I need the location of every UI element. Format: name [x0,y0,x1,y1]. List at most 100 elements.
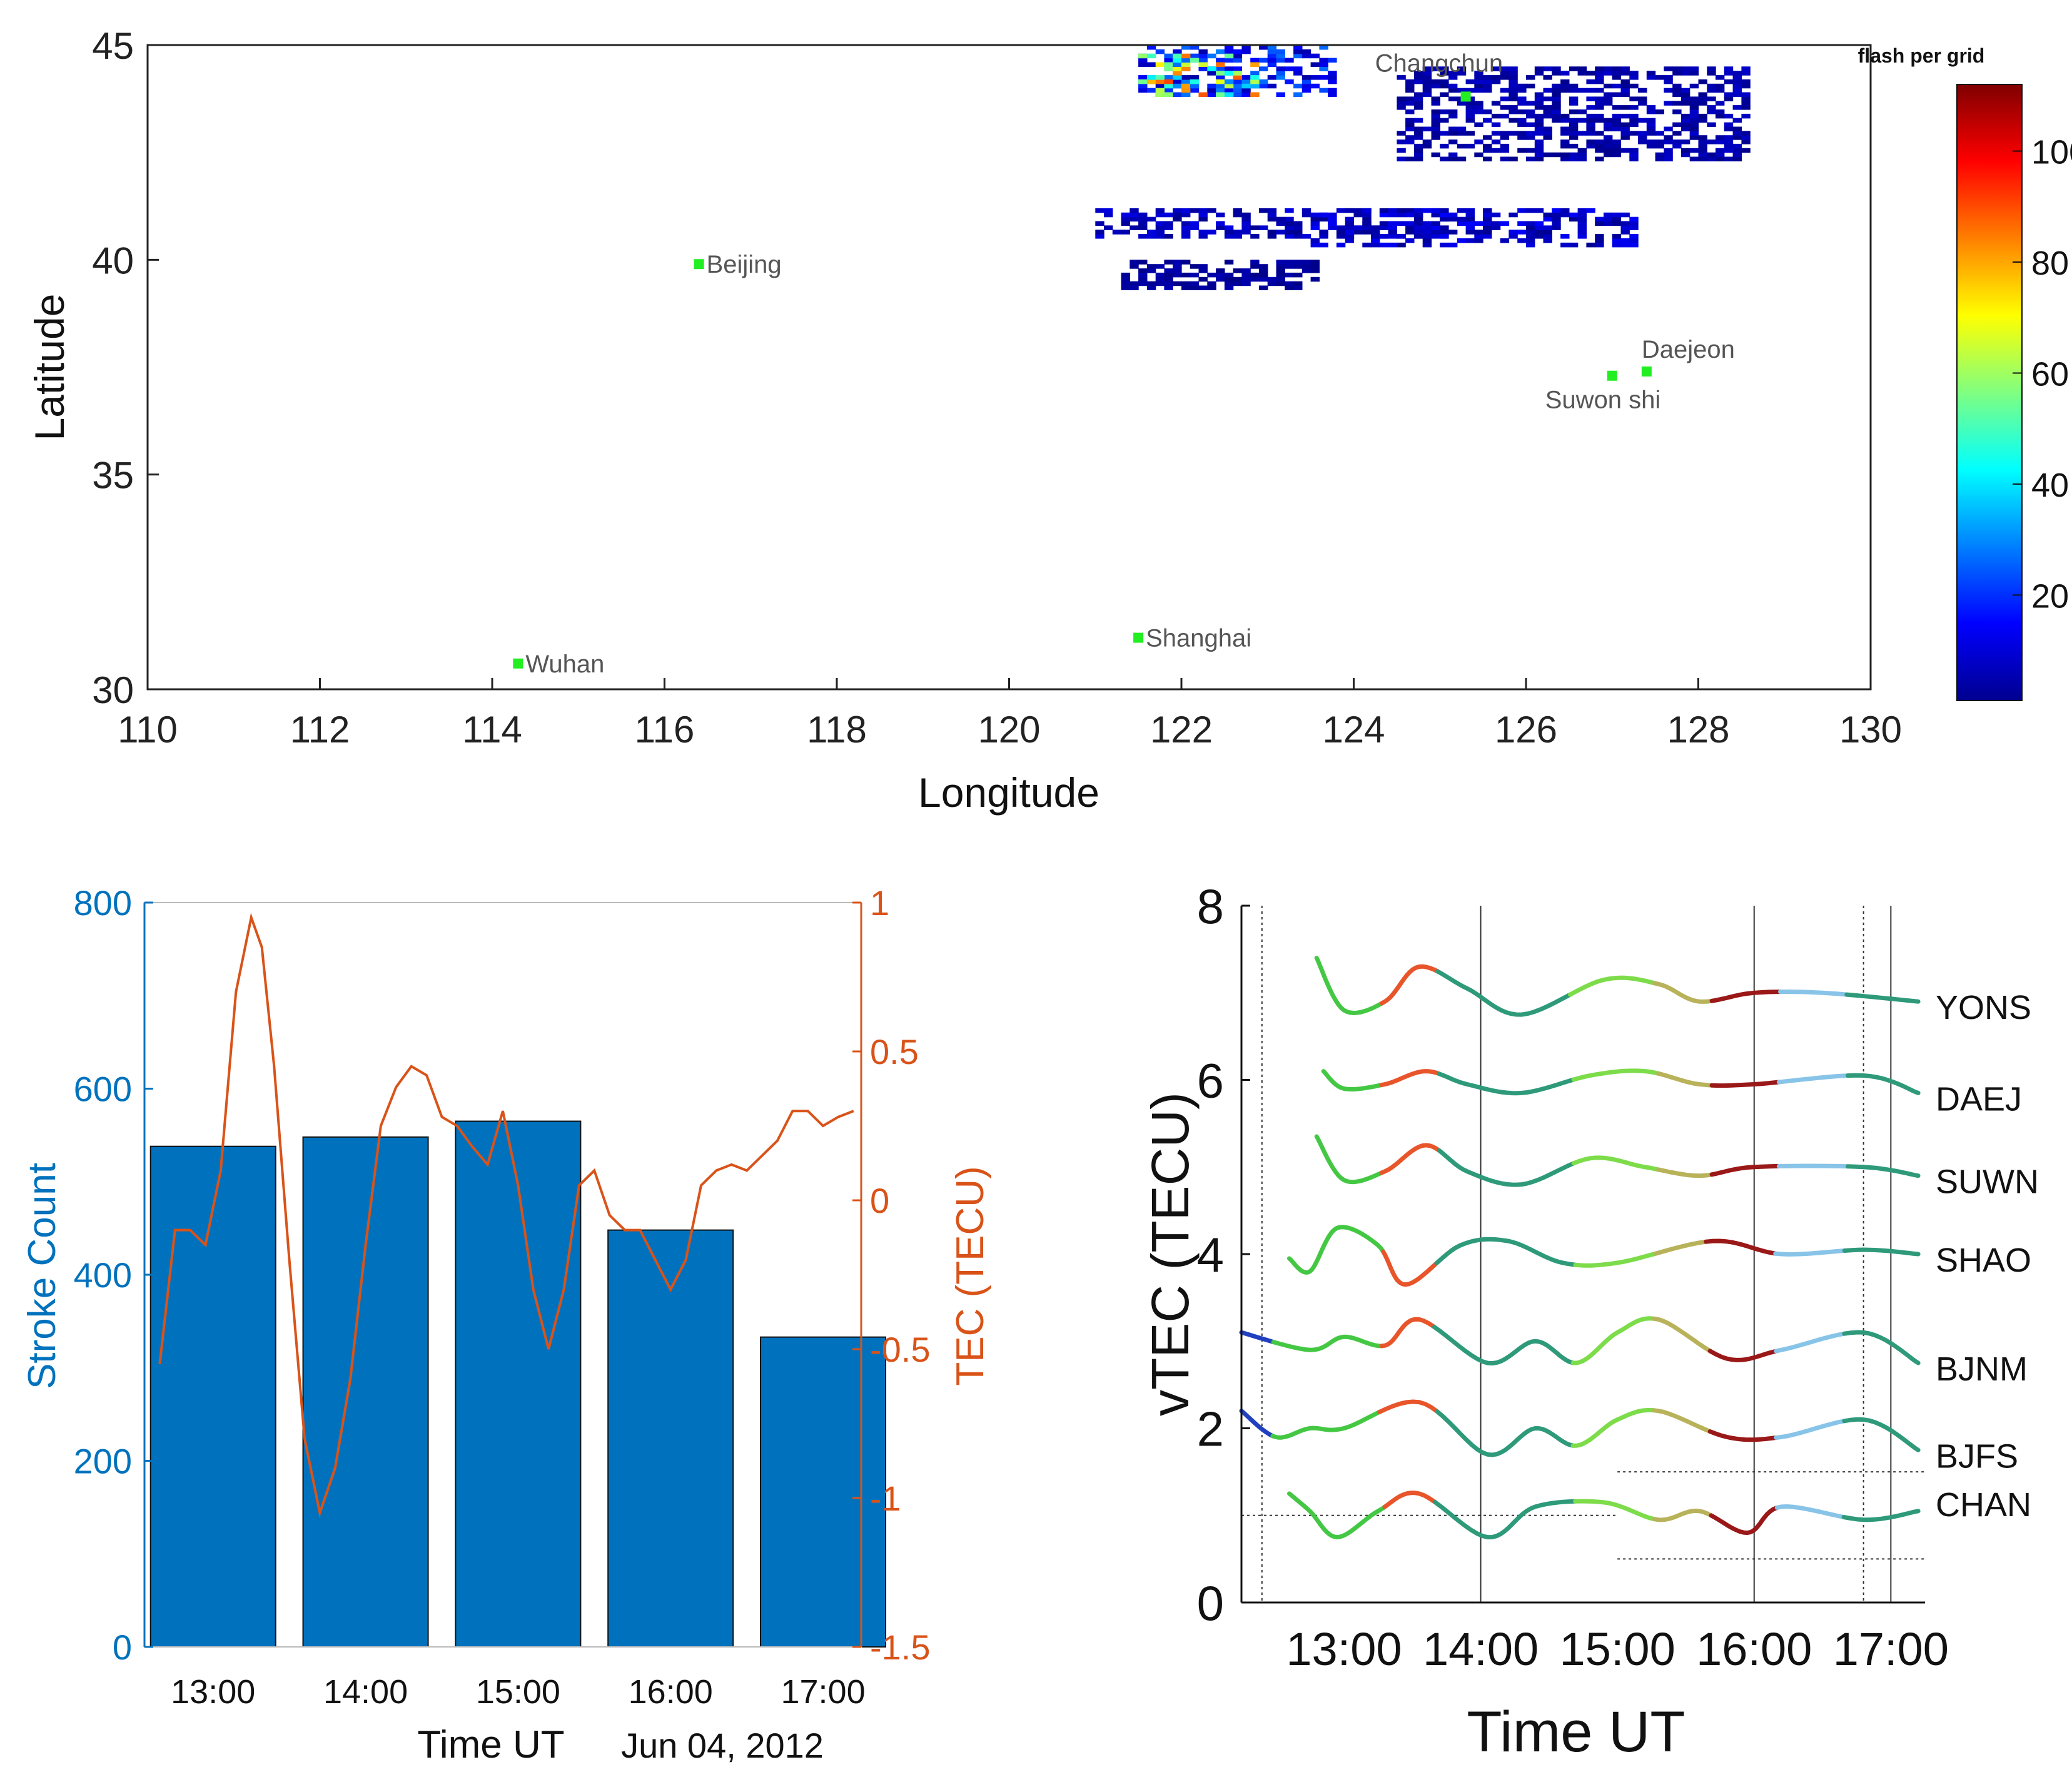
flash-cell [1301,208,1311,213]
flash-cell [1604,122,1613,128]
flash-cell [1146,53,1156,59]
city-marker [694,259,704,270]
flash-cell [1509,66,1518,71]
flash-cell [1526,234,1535,239]
flash-cell [1216,62,1225,67]
flash-cell [1138,62,1148,67]
flash-cell [1276,71,1285,76]
vtec-line-segment [1778,989,1849,997]
y-tick-label: 200 [74,1442,132,1481]
vtec-line-segment [1842,1330,1921,1365]
flash-cell [1474,71,1483,76]
flash-cell [1379,208,1389,213]
flash-cell [1716,135,1725,140]
flash-cell [1655,139,1664,144]
flash-cell [1569,126,1579,131]
flash-cell [1155,225,1165,230]
flash-cell [1224,260,1234,265]
flash-cell [1595,118,1604,123]
flash-cell [1534,66,1544,71]
flash-cell [1491,225,1501,230]
flash-cell [1198,285,1208,290]
flash-cell [1422,88,1432,93]
flash-cell [1664,88,1673,93]
flash-cell [1689,135,1699,140]
flash-cell [1440,143,1449,149]
flash-cell [1293,45,1303,50]
flash-cell [1319,45,1328,50]
flash-cell [1672,139,1682,144]
vtec-reference-lines [1241,906,1925,1602]
flash-cell [1319,242,1328,248]
flash-cell [1474,230,1483,235]
flash-cell [1440,109,1449,114]
flash-cell [1259,225,1268,230]
flash-cell [1336,242,1346,248]
flash-cell [1250,79,1260,84]
vtec-line-segment [1842,1417,1921,1452]
flash-cell [1293,285,1303,290]
flash-cell [1440,230,1449,235]
flash-cell [1155,208,1165,213]
flash-cell [1164,234,1173,239]
flash-cell [1146,285,1156,290]
flash-cell [1310,53,1320,59]
flash-cell [1121,216,1130,222]
flash-cell [1164,276,1173,282]
flash-cell [1448,242,1458,248]
flash-cell [1664,156,1673,161]
city-label: Shanghai [1146,625,1251,652]
flash-cell [1543,113,1552,119]
flash-cell [1198,208,1208,213]
flash-cell [1689,101,1699,106]
flash-cell [1672,131,1682,136]
flash-cell [1517,221,1527,226]
flash-cell [1164,272,1173,278]
flash-cell [1224,45,1234,50]
flash-cell [1181,234,1191,239]
flash-cell [1465,113,1475,119]
flash-cell [1155,230,1165,235]
flash-cell [1509,105,1518,110]
flash-cell [1500,135,1510,140]
flash-cell [1448,216,1458,222]
flash-cell [1164,225,1173,230]
flash-cell [1405,122,1415,128]
flash-cell [1655,109,1664,114]
flash-cell [1612,139,1622,144]
flash-cell [1560,71,1570,76]
flash-cell [1577,71,1587,76]
flash-cell [1534,230,1544,235]
map-y-axis-label: Latitude [26,294,73,441]
flash-cell [1586,105,1595,110]
vtec-line-segment [1435,969,1572,1017]
flash-cell [1465,79,1475,84]
flash-cell [1129,281,1139,286]
flash-cell [1422,242,1432,248]
flash-cell [1233,234,1242,239]
x-tick-label: 112 [290,709,350,751]
flash-cell [1241,75,1251,80]
flash-cell [1741,101,1751,106]
flash-cell [1595,221,1604,226]
flash-cell [1483,208,1492,213]
flash-cell [1500,75,1510,80]
lightning-map-panel: Changchun Beijing Daejeon Suwon shi Shanghai… [26,25,2072,816]
flash-cell [1534,148,1544,153]
flash-cell [1620,221,1630,226]
flash-cell [1293,53,1303,59]
flash-cell [1612,126,1622,131]
flash-cell [1517,88,1527,93]
flash-cell [1612,234,1622,239]
flash-cell [1422,230,1432,235]
flash-cell [1586,79,1595,84]
flash-cell [1534,118,1544,123]
flash-cell [1293,225,1303,230]
flash-cell [1534,143,1544,149]
flash-cell [1543,212,1552,218]
flash-cell [1224,66,1234,71]
stroke-count-label: Stroke Count [21,1163,64,1389]
flash-cell [1680,88,1690,93]
flash-cell [1440,216,1449,222]
flash-cell [1413,148,1423,153]
